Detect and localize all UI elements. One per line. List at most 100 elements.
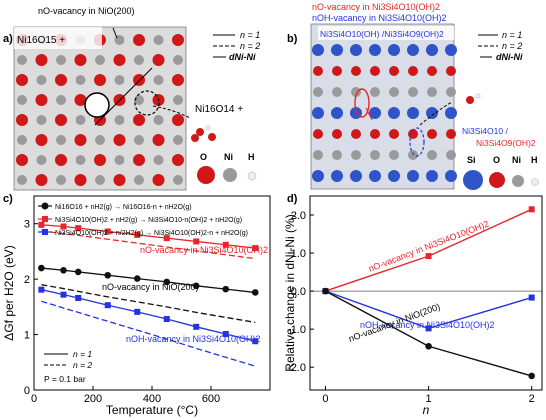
panel-a: a) nO-vacancy in NiO(200) Ni16O15 + Ni16…	[3, 6, 260, 191]
panel-d: d) 0 1 2 2.0 1.0 0.0 -1.0 -2.0 n Relative chang…	[283, 193, 543, 417]
atom-label-h-b: H	[531, 155, 538, 165]
o-atom	[35, 134, 48, 146]
ni-atom	[173, 95, 183, 105]
o-atom	[370, 66, 380, 76]
ni-atom	[332, 150, 342, 160]
ni-atom	[17, 135, 27, 145]
data-point	[75, 294, 82, 301]
chart-c-frame	[33, 195, 271, 391]
phyllosilicate-atom-lattice	[312, 44, 457, 182]
si-atom	[407, 44, 419, 56]
data-point	[528, 294, 535, 301]
annot-c-blue: nOH-vacancy in Ni3Si4O10(OH)2	[126, 334, 261, 344]
y-tick-label: 0	[24, 385, 30, 397]
o-atom	[408, 66, 418, 76]
legend-h-atom-b	[531, 178, 539, 186]
arrow-right-dashed	[152, 105, 191, 119]
ni-atom	[95, 135, 105, 145]
data-point	[528, 206, 535, 213]
o-atom	[389, 129, 399, 139]
o-atom	[35, 174, 48, 186]
legend-a-scale: dNi-Ni	[229, 52, 256, 62]
data-point	[528, 372, 535, 380]
ni-atom	[17, 95, 27, 105]
chart-c-legend: Ni16O16 + nH2(g) → Ni16O16-n + nH2O(g) N…	[38, 202, 248, 237]
o-atom	[74, 94, 87, 106]
x-tick-label: 1	[426, 393, 432, 405]
panel-c: c) 0 200 400 600 0 1 2 3 Temperature (°C) ΔGf p…	[2, 193, 271, 417]
o-atom	[332, 129, 342, 139]
ni-atom	[173, 135, 183, 145]
ni-atom	[134, 95, 144, 105]
data-point	[104, 302, 111, 309]
data-point	[322, 287, 329, 295]
o-atom	[408, 129, 418, 139]
y-tick-label: 2	[24, 274, 30, 286]
x-tick-label: 0	[31, 393, 37, 405]
ni-atom	[153, 35, 164, 45]
h2o-b-o	[466, 96, 474, 104]
o-atom	[133, 114, 145, 126]
chart-c-series	[38, 221, 259, 367]
ni-atom	[17, 175, 27, 185]
si-atom	[388, 170, 400, 182]
ni-atom	[351, 87, 361, 97]
legend-b-n1: n = 1	[502, 30, 522, 40]
panel-a-label: a)	[3, 33, 13, 45]
data-point	[74, 268, 82, 276]
atom-label-o-b: O	[493, 155, 500, 165]
o-atom	[172, 34, 184, 46]
series-line-n2	[41, 230, 256, 260]
data-point	[222, 285, 230, 293]
data-point	[104, 228, 111, 235]
ni-atom	[36, 115, 47, 125]
chart-d-axes: 0 1 2 2.0 1.0 0.0 -1.0 -2.0	[287, 210, 542, 405]
o-atom	[55, 114, 67, 126]
y-tick-label: -2.0	[287, 362, 306, 374]
data-point	[425, 253, 432, 260]
annot-c-red: nO-vacancy in Ni3Si4O10(OH)2	[140, 245, 268, 255]
ni-atom	[56, 175, 66, 185]
o-atom	[332, 66, 342, 76]
o-atom	[16, 114, 28, 126]
o-atom	[152, 134, 165, 146]
si-atom	[350, 170, 362, 182]
si-atom	[312, 44, 324, 56]
si-atom	[369, 107, 381, 119]
si-atom	[369, 170, 381, 182]
ni-atom	[389, 87, 399, 97]
y-tick-label: 1.0	[291, 248, 306, 260]
ni-atom	[75, 155, 86, 165]
legend-a-n2: n = 2	[240, 41, 260, 51]
chart-d-frame	[309, 195, 543, 391]
data-point	[104, 271, 112, 279]
annot-d-red: nO-vacancy in Ni3Si4O10(OH)2	[367, 219, 490, 274]
panel-b-label: b)	[287, 33, 298, 45]
data-point	[38, 264, 45, 272]
oh-vacancy-marker	[409, 127, 425, 157]
ni-atom	[153, 75, 164, 85]
ni-atom	[95, 175, 105, 185]
o-atom	[427, 129, 437, 139]
data-point	[134, 308, 141, 315]
annot-c-black: nO-vacancy in NiO(200)	[102, 282, 199, 292]
o-atom	[389, 66, 399, 76]
data-point	[38, 286, 45, 293]
h2o-molecule-o-3	[208, 133, 216, 141]
ni-atom	[36, 75, 47, 85]
x-tick-label: 400	[143, 393, 161, 405]
data-point	[425, 342, 432, 350]
o-atom	[446, 129, 456, 139]
h2o-molecule-o	[196, 128, 204, 136]
si-atom	[445, 44, 457, 56]
ni-atom	[173, 55, 183, 65]
si-atom	[407, 107, 419, 119]
o-atom	[74, 134, 87, 146]
o-atom	[133, 74, 145, 86]
data-point	[251, 289, 259, 296]
o-atom	[133, 34, 145, 46]
si-atom	[312, 170, 324, 182]
o-atom	[113, 54, 126, 66]
y-tick-label: 3	[24, 219, 30, 231]
formula-left-bg	[14, 27, 102, 49]
